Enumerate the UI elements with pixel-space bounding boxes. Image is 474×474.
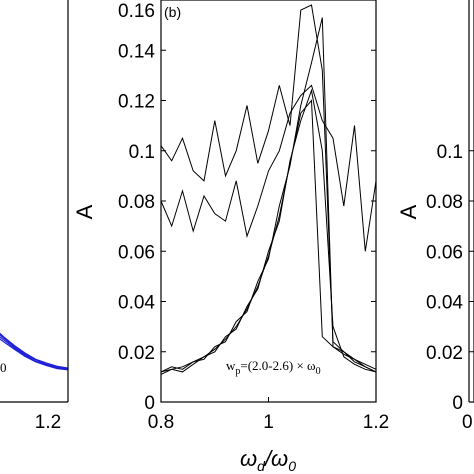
right-y-tick-label: 0.06 — [426, 242, 463, 263]
panel-b-series-group — [160, 4, 377, 375]
panel-b-series-line-2 — [160, 17, 377, 373]
panel-b: 0 0.02 0.04 0.06 0.08 0.1 0.12 0.14 0.16 0.8 1 1.2… — [72, 0, 389, 474]
panel-b-frame — [160, 0, 377, 403]
right-y-tick-label: 0 — [452, 393, 463, 414]
left-series-line-4 — [0, 338, 69, 371]
panel-b-x-tick-label: 1 — [263, 412, 274, 433]
panel-b-y-tick-label: 0.16 — [118, 1, 155, 22]
panel-b-x-tick-label: 0.8 — [148, 412, 174, 433]
right-y-tick-label: 0.02 — [426, 343, 463, 364]
panel-b-y-tick-label: 0.08 — [118, 192, 155, 213]
panel-b-series-line-5 — [160, 88, 377, 375]
left-series-group — [0, 332, 69, 371]
panel-b-y-tick-label: 0.02 — [118, 343, 155, 364]
left-x-tick-label: 1.2 — [35, 412, 61, 433]
panel-b-y-tick-label: 0.14 — [118, 41, 155, 62]
panel-b-series-line-4 — [160, 84, 377, 252]
panel-b-y-tick-label: 0 — [144, 393, 155, 414]
left-partial-panel: 1.2 0 — [0, 0, 69, 433]
panel-b-x-tick-label: 1.2 — [363, 412, 389, 433]
right-x-tick-label: 0 — [462, 412, 473, 433]
panel-b-series-line-3 — [160, 4, 377, 373]
right-partial-panel: 0 0.02 0.04 0.06 0.08 0.1 A 0 — [396, 0, 474, 433]
panel-b-xlabel: ωd/ω0 — [240, 446, 296, 474]
right-y-tick-label: 0.1 — [437, 142, 463, 163]
left-series-line-1 — [0, 332, 69, 369]
left-annotation: 0 — [0, 360, 7, 375]
right-y-tick-label: 0.08 — [426, 192, 463, 213]
panel-b-ylabel: A — [72, 204, 97, 219]
panel-b-series-line-1 — [160, 99, 377, 373]
panel-b-y-ticks: 0 0.02 0.04 0.06 0.08 0.1 0.12 0.14 0.16 — [118, 0, 376, 414]
panel-b-annotation: wp=(2.0-2.6) × ω0 — [226, 358, 321, 377]
left-x-ticks: 1.2 — [35, 397, 69, 433]
left-series-line-2 — [0, 334, 69, 370]
panel-b-y-tick-label: 0.1 — [129, 142, 155, 163]
panel-b-y-tick-label: 0.04 — [118, 293, 155, 314]
panel-b-y-tick-label: 0.12 — [118, 92, 155, 113]
right-ylabel: A — [396, 204, 421, 219]
panel-b-x-ticks: 0.8 1 1.2 — [148, 397, 389, 433]
right-y-ticks: 0 0.02 0.04 0.06 0.08 0.1 — [426, 142, 474, 414]
left-series-line-3 — [0, 336, 69, 370]
right-y-tick-label: 0.04 — [426, 293, 463, 314]
panel-b-y-tick-label: 0.06 — [118, 242, 155, 263]
panel-b-tag: (b) — [164, 4, 181, 20]
